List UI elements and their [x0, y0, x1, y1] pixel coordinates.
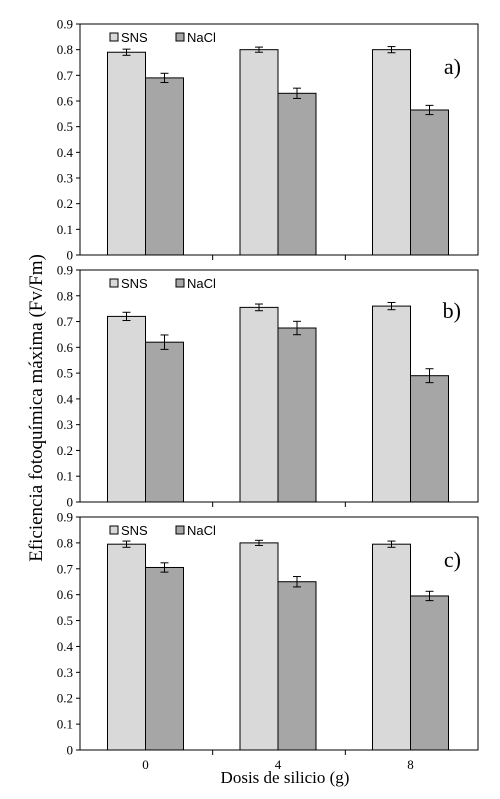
- y-tick-label: 0.2: [57, 691, 73, 706]
- x-tick-label: 0: [142, 757, 149, 772]
- legend-swatch-sns: [109, 278, 119, 288]
- bar-nacl-4: [277, 581, 317, 751]
- legend-swatch-nacl: [175, 525, 185, 535]
- legend-swatch-sns: [109, 32, 119, 42]
- y-tick-label: 0.3: [57, 171, 73, 186]
- bar-sns-4: [239, 542, 279, 751]
- y-tick-label: 0.7: [57, 314, 74, 329]
- bar-sns-8: [372, 305, 411, 503]
- panel-letter: c): [444, 547, 461, 572]
- y-tick-label: 0.6: [57, 587, 74, 602]
- chart-panel-3: 0 0.1 0.2 0.3 0.4 0.5 0.6 0.7 0.8 0.9 SNS NaCl c) 0 4 8: [57, 510, 479, 772]
- y-tick-label: 0.9: [57, 263, 73, 278]
- bar-nacl-8: [410, 375, 449, 503]
- y-tick-label: 0.2: [57, 196, 73, 211]
- bar-sns-0: [107, 315, 146, 503]
- y-tick-label: 0.7: [57, 561, 74, 576]
- chart-panel-1: 0 0.1 0.2 0.3 0.4 0.5 0.6 0.7 0.8 0.9 SNS NaCl a): [57, 17, 479, 263]
- bar-nacl-8: [410, 595, 449, 751]
- bar-sns-0: [107, 543, 146, 751]
- legend-swatch-sns: [109, 525, 119, 535]
- bar-sns-4: [239, 306, 279, 503]
- y-tick-label: 0.3: [57, 665, 73, 680]
- bar-nacl-0: [145, 566, 184, 751]
- bar-nacl-0: [145, 77, 184, 256]
- legend-label-nacl: NaCl: [187, 276, 216, 291]
- legend-swatch-nacl: [175, 32, 185, 42]
- y-tick-label: 0.6: [57, 340, 74, 355]
- legend-label-nacl: NaCl: [187, 30, 216, 45]
- bar-sns-8: [372, 543, 411, 751]
- y-tick-label: 0.8: [57, 42, 73, 57]
- x-tick-label: 4: [275, 757, 282, 772]
- x-tick-label: 8: [407, 757, 414, 772]
- y-tick-label: 0.4: [57, 391, 74, 406]
- y-tick-label: 0.3: [57, 417, 73, 432]
- y-tick-label: 0.1: [57, 222, 73, 237]
- legend-label-sns: SNS: [121, 523, 148, 538]
- bar-sns-4: [239, 49, 279, 256]
- bar-sns-8: [372, 49, 411, 256]
- bar-nacl-0: [145, 341, 184, 503]
- x-axis-label: Dosis de silicio (g): [221, 768, 350, 787]
- y-tick-label: 0.4: [57, 639, 74, 654]
- y-axis-label: Eficiencia fotoquímica máxima (Fv/Fm): [26, 254, 47, 562]
- y-tick-label: 0.9: [57, 17, 73, 32]
- bar-sns-0: [107, 51, 146, 256]
- y-tick-label: 0.2: [57, 443, 73, 458]
- y-tick-label: 0: [67, 743, 74, 758]
- y-tick-label: 0.8: [57, 288, 73, 303]
- panel-letter: a): [444, 54, 461, 79]
- legend-swatch-nacl: [175, 278, 185, 288]
- y-tick-label: 0.8: [57, 535, 73, 550]
- legend-label-sns: SNS: [121, 276, 148, 291]
- y-tick-label: 0: [67, 495, 74, 510]
- y-tick-label: 0.6: [57, 94, 74, 109]
- legend-label-sns: SNS: [121, 30, 148, 45]
- y-tick-label: 0.9: [57, 510, 73, 525]
- y-tick-label: 0.5: [57, 119, 73, 134]
- legend-label-nacl: NaCl: [187, 523, 216, 538]
- y-tick-label: 0.7: [57, 68, 74, 83]
- y-tick-label: 0: [67, 248, 74, 263]
- y-tick-label: 0.1: [57, 717, 73, 732]
- y-tick-label: 0.5: [57, 366, 73, 381]
- panel-letter: b): [443, 298, 461, 323]
- bar-nacl-4: [277, 92, 317, 256]
- y-tick-label: 0.5: [57, 613, 73, 628]
- bar-nacl-8: [410, 109, 449, 256]
- chart-panel-2: 0 0.1 0.2 0.3 0.4 0.5 0.6 0.7 0.8 0.9 SNS NaCl b): [57, 263, 479, 510]
- y-tick-label: 0.4: [57, 145, 74, 160]
- y-tick-label: 0.1: [57, 469, 73, 484]
- bar-nacl-4: [277, 327, 317, 503]
